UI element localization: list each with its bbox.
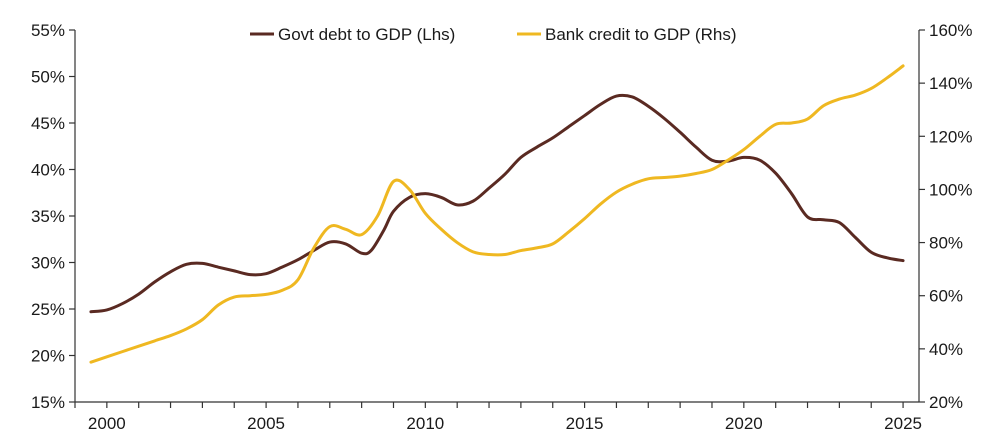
right-y-tick-label: 40% <box>929 340 963 359</box>
left-y-tick-label: 50% <box>31 68 65 87</box>
right-y-tick-label: 80% <box>929 234 963 253</box>
x-tick-label: 2025 <box>884 414 922 433</box>
left-y-tick-label: 30% <box>31 254 65 273</box>
left-y-tick-label: 20% <box>31 347 65 366</box>
x-tick-label: 2005 <box>247 414 285 433</box>
chart-series-layer <box>89 64 905 364</box>
bank-credit-series-line <box>89 64 905 364</box>
left-y-tick-label: 40% <box>31 161 65 180</box>
x-tick-label: 2010 <box>406 414 444 433</box>
x-tick-label: 2020 <box>725 414 763 433</box>
right-y-tick-label: 20% <box>929 393 963 412</box>
govt-debt-series-line <box>89 93 905 314</box>
right-y-tick-label: 60% <box>929 287 963 306</box>
left-y-tick-label: 55% <box>31 21 65 40</box>
x-tick-label: 2000 <box>88 414 126 433</box>
x-tick-label: 2015 <box>566 414 604 433</box>
left-y-tick-label: 15% <box>31 393 65 412</box>
bank-credit-legend-label: Bank credit to GDP (Rhs) <box>545 25 736 44</box>
right-y-tick-label: 120% <box>929 127 972 146</box>
chart-axes: 15% 20% 25% 30% 35% 40% 45% 50% 55% 20% 40% 60% 80% 1… <box>31 21 973 433</box>
right-y-tick-label: 160% <box>929 21 972 40</box>
govt-debt-legend-label: Govt debt to GDP (Lhs) <box>278 25 455 44</box>
left-y-tick-label: 25% <box>31 300 65 319</box>
left-y-tick-label: 35% <box>31 207 65 226</box>
right-y-tick-label: 140% <box>929 74 972 93</box>
right-y-tick-label: 100% <box>929 180 972 199</box>
left-y-tick-label: 45% <box>31 114 65 133</box>
chart-legend: Govt debt to GDP (Lhs) Bank credit to GDP… <box>250 25 736 44</box>
